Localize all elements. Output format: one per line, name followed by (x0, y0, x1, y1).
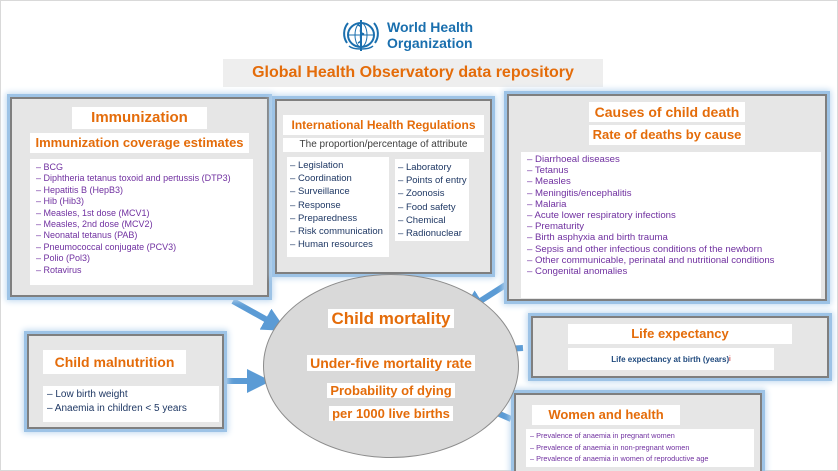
list-item: Diarrhoeal diseases (527, 154, 815, 165)
malnutrition-panel: Child malnutrition Low birth weight Anae… (27, 334, 224, 429)
immunization-title: Immunization (72, 107, 207, 129)
list-item: Measles, 1st dose (MCV1) (36, 208, 247, 219)
list-item: Neonatal tetanus (PAB) (36, 230, 247, 241)
list-item: Laboratory (398, 161, 466, 174)
ihr-left-list-box: Legislation Coordination Surveillance Re… (287, 157, 389, 257)
list-item: Malaria (527, 199, 815, 210)
ihr-subtitle: The proportion/percentage of attribute (283, 138, 484, 152)
list-item: BCG (36, 162, 247, 173)
list-item: Polio (Pol3) (36, 253, 247, 264)
list-item: Low birth weight (47, 388, 215, 402)
list-item: Response (290, 199, 386, 212)
arrow-icon (231, 298, 287, 331)
list-item: Meningitis/encephalitis (527, 188, 815, 199)
causes-list-box: Diarrhoeal diseases Tetanus Measles Meni… (521, 152, 821, 298)
life-expectancy-title: Life expectancy (568, 324, 792, 344)
hub-title: Child mortality (264, 309, 518, 329)
list-item: Human resources (290, 238, 386, 251)
child-mortality-hub: Child mortality Under-five mortality rat… (263, 274, 519, 458)
list-item: Chemical (398, 214, 466, 227)
list-item: Coordination (290, 172, 386, 185)
immunization-list: BCG Diphtheria tetanus toxoid and pertus… (36, 162, 247, 276)
ihr-right-list: Laboratory Points of entry Zoonosis Food… (398, 161, 467, 240)
list-item: Pneumococcal conjugate (PCV3) (36, 242, 247, 253)
list-item: Zoonosis (398, 187, 466, 200)
causes-title: Causes of child death (589, 102, 745, 122)
women-health-list: Prevalence of anaemia in pregnant women … (530, 430, 750, 465)
org-name-line1: World Health (387, 19, 474, 35)
ihr-title: International Health Regulations (283, 115, 484, 135)
hub-line1-text: Under-five mortality rate (307, 355, 475, 371)
hub-line2-text: Probability of dying (327, 383, 455, 398)
list-item: Radionuclear (398, 227, 466, 240)
life-expectancy-item: Life expectancy at birth (years) (611, 354, 730, 364)
list-item: Sepsis and other infectious conditions o… (527, 244, 815, 255)
malnutrition-title: Child malnutrition (43, 350, 186, 374)
hub-line1: Under-five mortality rate (264, 355, 518, 373)
malnutrition-list-box: Low birth weight Anaemia in children < 5… (43, 386, 219, 422)
list-item: Acute lower respiratory infections (527, 210, 815, 221)
list-item: Rotavirus (36, 265, 247, 276)
list-item: Legislation (290, 159, 386, 172)
causes-panel: Causes of child death Rate of deaths by … (507, 94, 827, 301)
list-item: Measles, 2nd dose (MCV2) (36, 219, 247, 230)
immunization-panel: Immunization Immunization coverage estim… (10, 97, 269, 297)
women-health-title: Women and health (532, 405, 680, 425)
list-item: Prevalence of anaemia in non-pregnant wo… (530, 442, 750, 454)
list-item: Other communicable, perinatal and nutrit… (527, 255, 815, 266)
causes-list: Diarrhoeal diseases Tetanus Measles Meni… (527, 154, 815, 277)
ihr-right-list-box: Laboratory Points of entry Zoonosis Food… (395, 159, 469, 241)
women-health-panel: Women and health Prevalence of anaemia i… (514, 393, 762, 471)
list-item: Anaemia in children < 5 years (47, 402, 215, 416)
list-item: Tetanus (527, 165, 815, 176)
hub-title-text: Child mortality (328, 309, 454, 328)
ihr-left-list: Legislation Coordination Surveillance Re… (290, 159, 386, 251)
ihr-panel: International Health Regulations The pro… (275, 99, 492, 274)
list-item: Risk communication (290, 225, 386, 238)
list-item: Prevalence of anaemia in women of reprod… (530, 453, 750, 465)
list-item: Measles (527, 176, 815, 187)
who-logo: World Health Organization (339, 15, 473, 55)
immunization-list-box: BCG Diphtheria tetanus toxoid and pertus… (30, 159, 253, 285)
list-item: Food safety (398, 201, 466, 214)
list-item: Preparedness (290, 212, 386, 225)
org-name-line2: Organization (387, 35, 473, 51)
list-item: Prevalence of anaemia in pregnant women (530, 430, 750, 442)
list-item: Birth asphyxia and birth trauma (527, 232, 815, 243)
list-item: Diphtheria tetanus toxoid and pertussis … (36, 173, 247, 184)
women-health-list-box: Prevalence of anaemia in pregnant women … (526, 429, 754, 467)
list-item: Hepatitis B (HepB3) (36, 185, 247, 196)
life-expectancy-mark: i (729, 355, 731, 363)
list-item: Congenital anomalies (527, 266, 815, 277)
list-item: Surveillance (290, 185, 386, 198)
hub-line3-text: per 1000 live births (329, 406, 453, 421)
list-item: Prematurity (527, 221, 815, 232)
list-item: Points of entry (398, 174, 467, 187)
list-item: Hib (Hib3) (36, 196, 247, 207)
life-expectancy-panel: Life expectancy Life expectancy at birth… (531, 316, 829, 378)
who-emblem-icon (343, 20, 379, 51)
who-wordmark: World Health Organization (387, 19, 473, 51)
hub-line3: per 1000 live births (264, 405, 518, 423)
page-title-text: Global Health Observatory data repositor… (252, 64, 574, 81)
life-expectancy-box: Life expectancy at birth (years) i (568, 348, 774, 370)
causes-subtitle: Rate of deaths by cause (589, 125, 745, 145)
malnutrition-list: Low birth weight Anaemia in children < 5… (47, 388, 215, 416)
hub-line2: Probability of dying (264, 382, 518, 400)
immunization-subtitle: Immunization coverage estimates (30, 133, 249, 153)
page-title: Global Health Observatory data repositor… (223, 59, 603, 87)
